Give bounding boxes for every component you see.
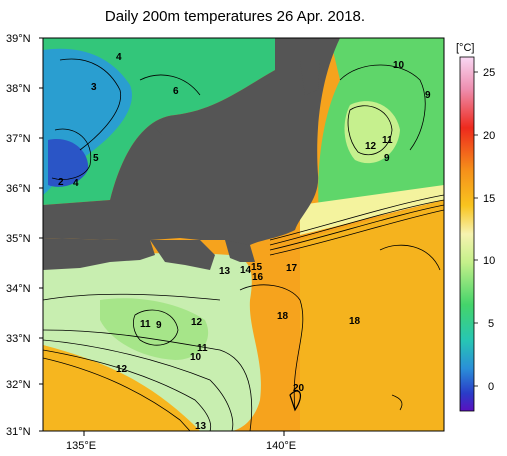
lat-label: 33°N [6, 333, 31, 345]
noto-land [155, 118, 170, 135]
axis-ticks [39, 37, 285, 436]
contour-label: 18 [349, 316, 361, 327]
contour-label: 12 [191, 317, 203, 328]
contour-label: 3 [91, 82, 97, 93]
contour-label: 13 [219, 266, 231, 277]
lon-label: 140°E [266, 440, 296, 452]
japan-sea-coldest [48, 139, 89, 187]
warm-eddy-ne [344, 101, 400, 164]
lat-label: 36°N [6, 183, 31, 195]
contour-label: 4 [73, 178, 79, 189]
contour-label: 13 [195, 421, 207, 432]
map-body: 4 3 6 5 2 4 10 9 11 12 9 13 14 15 16 17 … [43, 38, 444, 432]
contour-label: 17 [286, 263, 298, 274]
contour-label: 16 [252, 272, 264, 283]
contour-label: 2 [58, 177, 64, 188]
cold-eddy [100, 298, 209, 360]
contour-label: 12 [365, 141, 377, 152]
contour-label: 12 [116, 364, 128, 375]
izu-land [225, 240, 255, 262]
lat-label: 31°N [6, 426, 31, 438]
contour-label: 10 [190, 352, 202, 363]
colorbar-tick: 0 [488, 381, 494, 393]
contour-label: 10 [393, 60, 405, 71]
colorbar-unit: [°C] [456, 42, 474, 54]
colorbar-tick: 5 [488, 318, 494, 330]
southwest-warm [43, 345, 200, 431]
honshu-land [43, 38, 340, 250]
kuroshio-east-region [300, 200, 444, 431]
colorbar-scale [459, 56, 475, 412]
lat-label: 32°N [6, 379, 31, 391]
map-title: Daily 200m temperatures 26 Apr. 2018. [104, 8, 366, 25]
map-frame [42, 37, 445, 432]
contour-label: 18 [277, 311, 289, 322]
contour-label: 9 [425, 90, 431, 101]
contour-label: 11 [140, 319, 151, 330]
lat-label: 39°N [6, 33, 31, 45]
lat-label: 34°N [6, 283, 31, 295]
lat-label: 37°N [6, 133, 31, 145]
contour-label: 15 [251, 262, 263, 273]
colorbar-tick: 20 [483, 130, 495, 142]
contour-label: 11 [197, 343, 208, 354]
contour-label: 11 [382, 135, 393, 146]
latitude-labels: 39°N 38°N 37°N 36°N 35°N 34°N 33°N 32°N … [6, 33, 31, 438]
contour-label: 20 [293, 383, 305, 394]
isotherms [43, 58, 444, 431]
colorbar: [°C] 25 20 15 10 5 0 [456, 42, 495, 412]
colorbar-tick: 15 [483, 193, 495, 205]
lon-label: 135°E [66, 440, 96, 452]
contour-label: 9 [156, 320, 162, 331]
contour-label: 4 [116, 52, 122, 63]
contour-label: 6 [173, 86, 179, 97]
kii-peninsula [150, 240, 215, 270]
contour-labels: 4 3 6 5 2 4 10 9 11 12 9 13 14 15 16 17 … [58, 52, 431, 432]
contour-label: 14 [240, 265, 252, 276]
sado-island [300, 60, 320, 95]
colorbar-tick: 25 [483, 67, 495, 79]
lat-label: 38°N [6, 83, 31, 95]
contour-label: 5 [93, 153, 99, 164]
colorbar-tick: 10 [483, 255, 495, 267]
contour-label: 9 [384, 153, 390, 164]
shikoku-kii-land [43, 238, 155, 270]
lat-label: 35°N [6, 233, 31, 245]
